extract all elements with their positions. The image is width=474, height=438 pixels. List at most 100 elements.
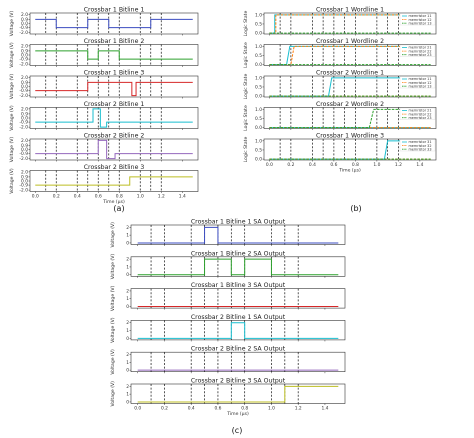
y-axis-label: Voltage (V) [110, 349, 116, 375]
y-tick-label: 2.0 [21, 12, 28, 18]
y-tick-label: -0.9 [19, 151, 28, 157]
subplot-a-3: Crossbar 1 Bitline 3 2.00.90.0-0.9-2.0 Vol… [9, 70, 199, 100]
y-tick-label: 2 [126, 257, 129, 263]
subplot-c-5: Crossbar 2 Bitline 2 SA Output 2 1 0 Voltage… [110, 346, 346, 375]
y-tick-label: -0.9 [19, 25, 28, 31]
x-tick-label: 0.4 [74, 194, 81, 200]
y-tick-label: 1 [126, 233, 129, 239]
y-axis-label: Logic State [243, 105, 249, 131]
series-line-1 [137, 226, 339, 244]
y-tick-label: 0.0 [21, 84, 28, 90]
plot-frame [130, 288, 346, 309]
y-axis-label: Voltage (V) [9, 74, 15, 100]
series-line-1 [35, 81, 193, 97]
plot-frame [29, 75, 199, 98]
x-tick-label: 0.6 [95, 194, 102, 200]
legend-entry: memristor 32 [409, 144, 432, 148]
subplot-b-3: Crossbar 2 Wordline 1 1.0 0.5 0.0 Logic Stat… [243, 70, 437, 100]
legend-entry: memristor 12 [409, 81, 432, 85]
series-line-1 [137, 385, 339, 403]
y-tick-label: 0.9 [21, 17, 28, 23]
y-axis-label: Voltage (V) [9, 105, 15, 131]
subplot-title: Crossbar 2 Bitline 1 [84, 101, 145, 108]
subplot-title: Crossbar 1 Bitline 1 [84, 7, 145, 14]
subplot-title: Crossbar 2 Wordline 2 [316, 101, 384, 108]
y-tick-label: 0.0 [255, 157, 262, 163]
x-tick-label: 0.2 [287, 162, 294, 168]
subplot-a-6: Crossbar 2 Bitline 32.00.90.0-0.9-2.0Vol… [9, 164, 199, 205]
y-tick-label: 0.5 [255, 21, 262, 27]
plot-frame [29, 44, 199, 66]
y-tick-label: 0.9 [21, 48, 28, 54]
legend-box [399, 76, 436, 89]
x-tick-label: 0.8 [116, 194, 123, 200]
y-tick-label: 0.0 [255, 125, 262, 131]
series-line-1 [35, 18, 193, 29]
legend-entry: memristor 11 [409, 77, 432, 81]
y-tick-label: 1.0 [255, 75, 262, 81]
x-tick-label: 0.4 [188, 406, 195, 412]
subplot-a-5: Crossbar 2 Bitline 2 2.00.90.0-0.9-2.0 Vol… [9, 133, 199, 162]
y-tick-label: 0.9 [21, 174, 28, 180]
legend-entry: memristor 23 [409, 116, 432, 120]
legend-entry: memristor 11 [409, 14, 432, 18]
x-tick-label: 1.4 [321, 406, 328, 412]
subplot-title: Crossbar 1 Wordline 2 [316, 38, 384, 45]
subplot-c-4: Crossbar 2 Bitline 1 SA Output 2 1 0 Voltage… [110, 314, 346, 343]
legend-entry: memristor 21 [409, 109, 432, 113]
subplot-c-2: Crossbar 1 Bitline 2 SA Output 21 0 Voltage… [110, 250, 346, 280]
y-tick-label: -0.9 [19, 183, 28, 189]
plot-frame [29, 138, 199, 161]
x-axis-label: Time (µs) [226, 411, 249, 417]
x-tick-label: 0.8 [352, 162, 359, 168]
x-tick-label: 1.0 [268, 406, 275, 412]
plot-frame [130, 320, 346, 341]
y-axis-label: Voltage (V) [110, 381, 116, 407]
y-tick-label: 0.9 [21, 80, 28, 86]
subplot-title: Crossbar 1 Bitline 1 SA Output [191, 219, 286, 226]
subplot-a-2: Crossbar 1 Bitline 2 2.00.90.0-0.9-2.0 Vol… [9, 38, 199, 68]
y-tick-label: 0.0 [21, 21, 28, 27]
y-tick-label: 0.5 [255, 84, 262, 90]
y-tick-label: 0.0 [255, 62, 262, 68]
subplot-title: Crossbar 1 Wordline 1 [316, 7, 384, 14]
legend-entry: memristor 12 [409, 18, 432, 22]
subplot-b-2: Crossbar 1 Wordline 2 1.0 0.5 0.0 Logic Stat… [243, 38, 437, 68]
subplot-title: Crossbar 2 Bitline 2 [84, 133, 145, 140]
y-tick-label: 0.0 [21, 53, 28, 59]
series-line-2 [269, 14, 431, 34]
y-tick-label: 0.0 [255, 94, 262, 100]
legend-entry: memristor 21 [409, 46, 432, 50]
y-tick-label: -0.9 [19, 88, 28, 94]
series-line-1 [35, 139, 193, 160]
subplot-b-5: Crossbar 1 Wordline 3 1.0 0.5 0.0 Logic Stat… [243, 133, 437, 174]
y-axis-label: Voltage (V) [110, 254, 116, 280]
x-tick-label: 1.4 [179, 194, 186, 200]
y-axis-label: Voltage (V) [110, 222, 116, 248]
y-tick-label: 1 [126, 264, 129, 270]
subplot-title: Crossbar 1 Bitline 3 [84, 70, 145, 77]
y-tick-label: 0.9 [21, 143, 28, 149]
y-tick-label: 1.0 [255, 107, 262, 113]
legend-entry: memristor 33 [409, 147, 432, 151]
subplot-title: Crossbar 2 Bitline 1 SA Output [191, 314, 286, 321]
x-tick-label: 1.2 [295, 406, 302, 412]
y-tick-label: -2.0 [19, 188, 28, 194]
y-tick-label: 2.0 [21, 138, 28, 144]
plot-frame [263, 44, 437, 66]
y-tick-label: 2.0 [21, 106, 28, 112]
y-tick-label: -0.9 [19, 120, 28, 126]
plot-frame [130, 383, 346, 404]
x-tick-label: 0.2 [161, 406, 168, 412]
y-tick-label: 0 [126, 399, 129, 405]
plot-frame [29, 12, 199, 35]
y-tick-label: 0.9 [21, 111, 28, 117]
y-tick-label: -0.9 [19, 57, 28, 63]
y-tick-label: 0.0 [21, 179, 28, 185]
y-tick-label: 0 [126, 336, 129, 342]
y-axis-label: Voltage (V) [9, 11, 15, 37]
x-tick-label: 0.0 [32, 194, 39, 200]
y-tick-label: 2 [126, 288, 129, 294]
y-axis-label: Voltage (V) [9, 42, 15, 68]
